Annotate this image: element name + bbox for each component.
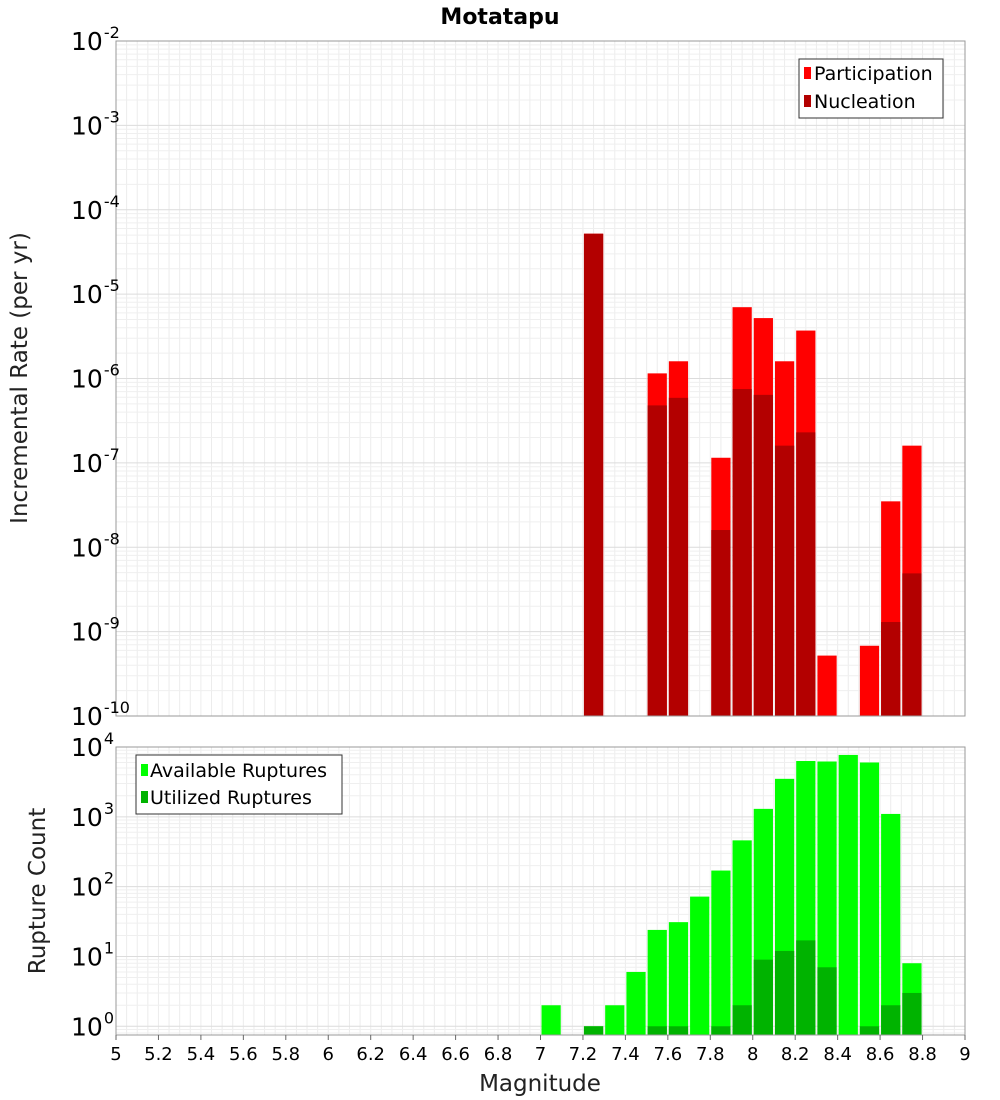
y-tick-label: 10-10 bbox=[71, 698, 130, 731]
top-bars bbox=[583, 233, 922, 716]
x-tick-label: 6.6 bbox=[441, 1044, 470, 1065]
bar-nucleation-6 bbox=[774, 445, 795, 716]
x-tick-label: 7.8 bbox=[696, 1044, 725, 1065]
legend-label-available: Available Ruptures bbox=[150, 760, 327, 782]
bottom-y-axis-label: Rupture Count bbox=[25, 808, 51, 974]
x-tick-label: 9 bbox=[959, 1044, 970, 1065]
x-tick-label: 6.8 bbox=[484, 1044, 513, 1065]
x-tick-label: 5 bbox=[110, 1044, 121, 1065]
bar-available-ruptures-2 bbox=[605, 1005, 625, 1035]
bar-available-ruptures-15 bbox=[881, 813, 901, 1035]
bar-nucleation-9 bbox=[902, 573, 922, 716]
y-tick-label: 100 bbox=[71, 1008, 114, 1041]
legend-swatch-utilized bbox=[141, 791, 148, 803]
y-tick-label: 10-4 bbox=[71, 192, 120, 225]
bar-nucleation-5 bbox=[753, 394, 773, 716]
x-tick-label: 8.4 bbox=[823, 1044, 852, 1065]
bottom-bars bbox=[541, 754, 922, 1035]
legend-label-utilized: Utilized Ruptures bbox=[150, 787, 312, 809]
bar-utilized-ruptures-1 bbox=[647, 1026, 667, 1035]
x-tick-label: 6 bbox=[323, 1044, 334, 1065]
bar-utilized-ruptures-7 bbox=[796, 940, 816, 1035]
x-tick-label: 8.2 bbox=[781, 1044, 810, 1065]
x-tick-label: 7.4 bbox=[611, 1044, 640, 1065]
bar-available-ruptures-0 bbox=[541, 1005, 561, 1035]
bar-utilized-ruptures-0 bbox=[583, 1026, 604, 1035]
bar-nucleation-2 bbox=[668, 397, 689, 716]
bar-utilized-ruptures-6 bbox=[774, 950, 795, 1035]
legend-label-nucleation: Nucleation bbox=[814, 91, 916, 113]
x-tick-label: 5.2 bbox=[144, 1044, 173, 1065]
legend-swatch-nucleation bbox=[804, 95, 811, 107]
bar-nucleation-0 bbox=[583, 233, 604, 716]
bar-available-ruptures-3 bbox=[626, 971, 646, 1035]
x-tick-label: 8.8 bbox=[908, 1044, 937, 1065]
bar-nucleation-4 bbox=[732, 389, 752, 716]
x-tick-label: 5.6 bbox=[229, 1044, 258, 1065]
y-tick-label: 10-8 bbox=[71, 529, 120, 562]
bar-nucleation-3 bbox=[711, 530, 731, 716]
y-tick-label: 10-5 bbox=[71, 276, 120, 309]
y-tick-label: 10-2 bbox=[71, 23, 120, 56]
top-grid bbox=[115, 40, 966, 717]
bottom-y-ticks: 104 103 102 101 100 bbox=[71, 729, 114, 1041]
bottom-legend: Available Ruptures Utilized Ruptures bbox=[135, 754, 343, 815]
bar-available-ruptures-4 bbox=[647, 929, 667, 1035]
bar-utilized-ruptures-10 bbox=[881, 1005, 901, 1035]
chart-title: Motatapu bbox=[440, 5, 559, 30]
x-tick-label: 5.8 bbox=[271, 1044, 300, 1065]
bar-utilized-ruptures-8 bbox=[817, 967, 837, 1035]
bar-available-ruptures-13 bbox=[838, 754, 858, 1035]
bar-available-ruptures-6 bbox=[690, 896, 710, 1035]
y-tick-label: 104 bbox=[71, 729, 114, 762]
top-y-ticks: 10-2 10-3 10-4 10-5 10-6 10-7 10-8 10-9 10-10 bbox=[71, 23, 130, 731]
bar-participation-9 bbox=[859, 645, 880, 716]
x-tick-label: 7.2 bbox=[569, 1044, 598, 1065]
y-tick-label: 102 bbox=[71, 869, 114, 902]
top-y-axis-label: Incremental Rate (per yr) bbox=[7, 232, 33, 524]
bar-utilized-ruptures-5 bbox=[753, 959, 773, 1035]
y-tick-label: 10-3 bbox=[71, 107, 120, 140]
top-legend-box bbox=[798, 58, 944, 119]
bottom-legend-box bbox=[135, 754, 343, 815]
y-tick-label: 10-6 bbox=[71, 361, 120, 394]
y-tick-label: 101 bbox=[71, 938, 114, 971]
x-tick-label: 6.4 bbox=[399, 1044, 428, 1065]
bar-available-ruptures-7 bbox=[711, 870, 731, 1035]
x-tick-label: 8.6 bbox=[866, 1044, 895, 1065]
x-tick-label: 6.2 bbox=[356, 1044, 385, 1065]
legend-label-participation: Participation bbox=[814, 63, 933, 85]
bar-available-ruptures-5 bbox=[668, 922, 689, 1035]
bar-available-ruptures-14 bbox=[859, 762, 880, 1035]
bar-participation-8 bbox=[817, 655, 837, 716]
y-tick-label: 10-7 bbox=[71, 445, 120, 478]
bar-nucleation-1 bbox=[647, 405, 667, 716]
legend-swatch-participation bbox=[804, 67, 811, 79]
x-tick-label: 5.4 bbox=[187, 1044, 216, 1065]
y-tick-label: 10-9 bbox=[71, 614, 120, 647]
y-tick-label: 103 bbox=[71, 799, 114, 832]
bar-utilized-ruptures-11 bbox=[902, 992, 922, 1035]
bar-nucleation-7 bbox=[796, 432, 816, 716]
bar-utilized-ruptures-4 bbox=[732, 1005, 752, 1035]
x-ticks: 5 5.2 5.4 5.6 5.8 6 6.2 6.4 6.6 6.8 7 7.2 7.4 7.6 7.8 8… bbox=[110, 1035, 971, 1065]
x-tick-label: 7.6 bbox=[654, 1044, 683, 1065]
x-axis-label: Magnitude bbox=[479, 1071, 601, 1097]
top-plot-frame bbox=[115, 40, 966, 717]
top-legend: Participation Nucleation bbox=[798, 58, 944, 119]
bar-utilized-ruptures-3 bbox=[711, 1026, 731, 1035]
bar-available-ruptures-12 bbox=[817, 761, 837, 1035]
legend-swatch-available bbox=[141, 764, 148, 776]
x-tick-label: 7 bbox=[535, 1044, 546, 1065]
bar-utilized-ruptures-2 bbox=[668, 1026, 689, 1035]
bar-utilized-ruptures-9 bbox=[859, 1026, 880, 1035]
x-tick-label: 8 bbox=[747, 1044, 758, 1065]
bar-nucleation-8 bbox=[881, 622, 901, 716]
bar-available-ruptures-8 bbox=[732, 840, 752, 1035]
